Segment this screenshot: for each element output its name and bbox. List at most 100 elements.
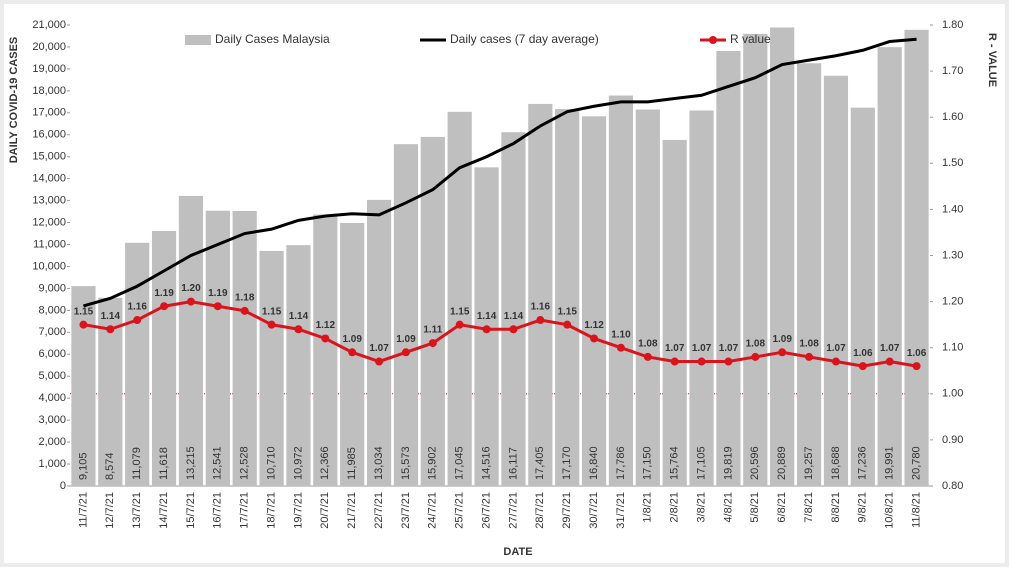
x-tick-label: 2/8/21 — [669, 492, 681, 523]
x-tick-label: 10/8/21 — [884, 492, 896, 529]
bar-label: 18,688 — [830, 446, 842, 480]
x-tick-label: 22/7/21 — [373, 492, 385, 529]
bar — [528, 103, 553, 486]
point-label: 1.09 — [342, 334, 362, 345]
point — [294, 325, 303, 334]
bar-label: 17,170 — [561, 446, 573, 480]
bar — [393, 144, 419, 487]
y2-tick-label: 1.10 — [942, 342, 963, 354]
x-tick-label: 1/8/21 — [642, 492, 654, 523]
point-label: 1.08 — [799, 339, 819, 350]
bar-label: 19,991 — [884, 446, 896, 480]
bar — [205, 210, 230, 486]
y2-tick-label: 1.60 — [942, 111, 963, 123]
bar — [178, 195, 204, 486]
x-tick-label: 17/7/21 — [239, 492, 251, 529]
y-tick-label: 13,000 — [32, 195, 66, 207]
y2-tick-label: 1.50 — [942, 157, 963, 169]
y2-axis-title: R - VALUE — [986, 33, 998, 87]
bar — [313, 214, 338, 486]
point — [616, 343, 625, 352]
point — [240, 306, 249, 315]
x-tick-label: 27/7/21 — [507, 492, 519, 529]
bar — [366, 199, 392, 486]
point-label: 1.07 — [719, 343, 739, 354]
x-tick-label: 25/7/21 — [454, 492, 466, 529]
point — [482, 325, 491, 334]
bar-label: 10,972 — [292, 446, 304, 480]
point-label: 1.15 — [74, 306, 94, 317]
y-tick-label: 12,000 — [32, 216, 66, 228]
bar-label: 17,150 — [642, 446, 654, 480]
y-tick-label: 18,000 — [32, 85, 66, 97]
x-tick-label: 11/7/21 — [77, 492, 89, 528]
bar — [151, 230, 177, 486]
point — [213, 302, 222, 311]
y2-tick-label: 1.40 — [942, 203, 963, 215]
point-label: 1.15 — [262, 306, 282, 317]
bar — [581, 116, 607, 487]
y-tick-label: 5,000 — [38, 370, 66, 382]
x-tick-label: 3/8/21 — [695, 492, 707, 523]
y2-tick-label: 1.80 — [942, 19, 963, 31]
point — [509, 325, 518, 334]
point — [186, 297, 195, 306]
point — [805, 352, 814, 361]
bar-label: 20,889 — [776, 446, 788, 480]
bar-label: 17,105 — [695, 446, 707, 480]
x-tick-label: 26/7/21 — [480, 492, 492, 529]
bar-label: 8,574 — [104, 452, 116, 480]
point — [590, 334, 599, 343]
bar — [796, 63, 822, 486]
bar — [608, 95, 634, 486]
point-label: 1.06 — [907, 348, 927, 359]
y-tick-label: 17,000 — [32, 107, 66, 119]
legend-label: Daily Cases Malaysia — [215, 32, 330, 46]
y-tick-label: 16,000 — [32, 129, 66, 141]
bar — [716, 50, 741, 487]
point-label: 1.07 — [880, 343, 900, 354]
point-label: 1.15 — [450, 306, 470, 317]
y2-tick-label: 0.90 — [942, 434, 963, 446]
bar — [662, 139, 687, 486]
x-tick-label: 6/8/21 — [776, 492, 788, 523]
x-tick-label: 14/7/21 — [158, 492, 170, 529]
point — [563, 320, 572, 329]
point-label: 1.14 — [504, 311, 524, 322]
point — [831, 357, 840, 366]
point — [858, 362, 867, 371]
x-tick-label: 29/7/21 — [561, 492, 573, 529]
point — [428, 339, 437, 348]
x-tick-label: 15/7/21 — [185, 492, 197, 529]
bar-label: 17,045 — [454, 446, 466, 480]
bar-label: 14,516 — [480, 446, 492, 480]
x-tick-label: 13/7/21 — [131, 492, 143, 529]
point-label: 1.08 — [746, 339, 766, 350]
point — [455, 320, 464, 329]
point-label: 1.11 — [423, 325, 442, 336]
bar-label: 17,786 — [615, 446, 627, 480]
point-label: 1.08 — [638, 339, 658, 350]
point-label: 1.14 — [101, 311, 121, 322]
bar — [850, 107, 875, 487]
y-tick-label: 1,000 — [38, 458, 66, 470]
y-tick-label: 15,000 — [32, 151, 66, 163]
bar-label: 17,236 — [857, 446, 869, 480]
x-tick-label: 16/7/21 — [212, 492, 224, 529]
y-axis-title: DAILY COVID-19 CASES — [8, 37, 20, 164]
point-label: 1.19 — [208, 288, 228, 299]
line — [83, 37, 917, 308]
y-tick-label: 21,000 — [32, 19, 66, 31]
y-tick-label: 7,000 — [38, 326, 66, 338]
y-tick-label: 14,000 — [32, 173, 66, 185]
bar — [635, 109, 660, 487]
x-tick-label: 31/7/21 — [615, 492, 627, 529]
x-axis-title: DATE — [503, 546, 532, 558]
x-tick-label: 9/8/21 — [857, 492, 869, 523]
bar-label: 17,405 — [534, 446, 546, 480]
x-tick-label: 12/7/21 — [104, 492, 116, 529]
point — [912, 362, 921, 371]
bar — [555, 109, 580, 486]
point-label: 1.09 — [772, 334, 792, 345]
